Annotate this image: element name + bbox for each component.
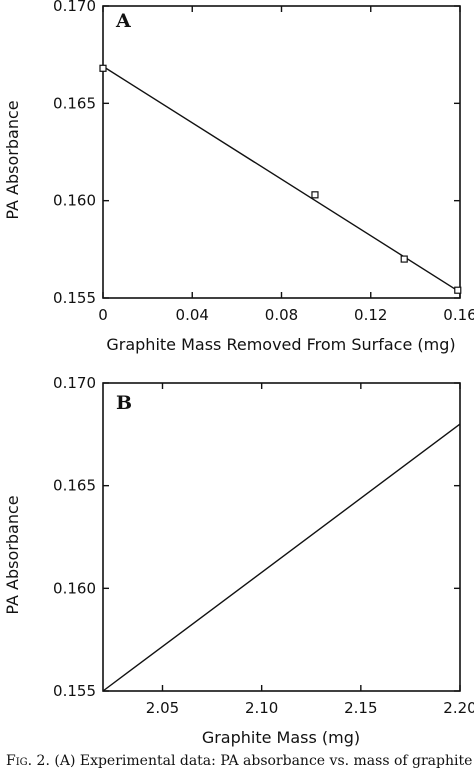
- panelA-x-tick-label: 0.16: [443, 306, 474, 324]
- panel-a-x-axis-label: Graphite Mass Removed From Surface (mg): [106, 335, 455, 354]
- panel-b-letter: B: [116, 392, 132, 414]
- panelA-data-point: [454, 286, 462, 294]
- panelA-y-tick-label: 0.165: [53, 94, 96, 112]
- figure-caption: Fig. 2. (A) Experimental data: PA absorb…: [6, 753, 474, 769]
- panelA-y-tick-label: 0.170: [53, 0, 96, 15]
- panel-a: A 0.155 0.160 0.165 0.170 0 0.04 0.08 0.12 0.16…: [3, 0, 474, 354]
- panel-b-x-ticks: 2.05 2.10 2.15 2.20: [146, 383, 474, 717]
- panelB-y-tick-label: 0.170: [53, 374, 96, 392]
- panel-a-frame: [102, 5, 461, 299]
- panelA-data-point: [99, 64, 107, 72]
- panelA-y-tick-label: 0.155: [53, 289, 96, 307]
- caption-fig-label: Fig. 2.: [6, 753, 50, 769]
- panelA-x-tick-label: 0.12: [354, 306, 387, 324]
- panelA-x-tick-label: 0.04: [176, 306, 209, 324]
- panel-a-marks: [99, 64, 462, 294]
- panel-a-y-axis-label: PA Absorbance: [3, 100, 22, 219]
- panelA-y-tick-label: 0.160: [53, 192, 96, 210]
- panel-b-y-ticks: 0.155 0.160 0.165 0.170: [53, 374, 460, 700]
- panelA-fit-line: [102, 65, 461, 293]
- panel-b-marks: [102, 423, 461, 692]
- panelB-x-tick-label: 2.20: [443, 699, 474, 717]
- panelB-series-line: [102, 423, 461, 692]
- panel-a-letter: A: [115, 10, 131, 32]
- panel-b-y-axis-label: PA Absorbance: [3, 495, 22, 614]
- panel-a-x-ticks: 0 0.04 0.08 0.12 0.16: [98, 6, 474, 324]
- panelA-x-tick-label: 0.08: [265, 306, 298, 324]
- panelB-x-tick-label: 2.15: [344, 699, 377, 717]
- panelB-x-tick-label: 2.10: [245, 699, 278, 717]
- panel-a-y-ticks: 0.155 0.160 0.165 0.170: [53, 0, 460, 307]
- panelA-data-point: [311, 191, 319, 199]
- caption-text: (A) Experimental data: PA absorbance vs.…: [54, 753, 473, 769]
- panelA-x-tick-label: 0: [98, 306, 108, 324]
- panelB-x-tick-label: 2.05: [146, 699, 179, 717]
- panelB-y-tick-label: 0.155: [53, 682, 96, 700]
- panel-b-frame: [102, 382, 461, 692]
- panelB-y-tick-label: 0.165: [53, 477, 96, 495]
- panel-b-x-axis-label: Graphite Mass (mg): [202, 728, 360, 747]
- panelA-data-point: [400, 255, 408, 263]
- panelB-y-tick-label: 0.160: [53, 579, 96, 597]
